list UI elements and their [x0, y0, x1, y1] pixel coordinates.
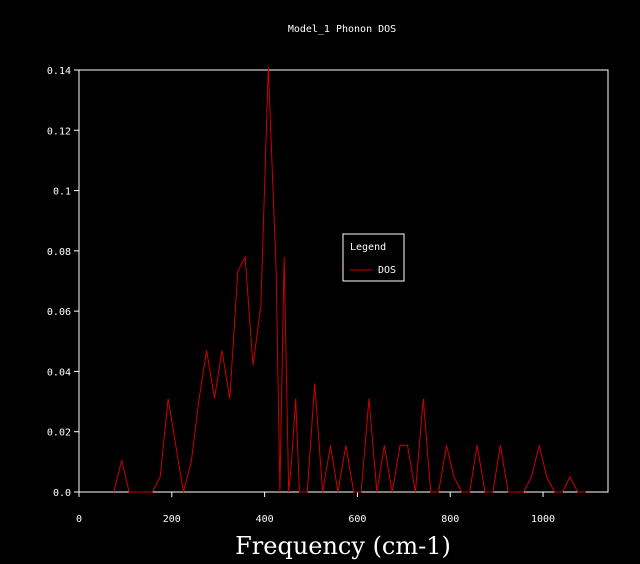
- chart-title: Model_1 Phonon DOS: [288, 24, 396, 35]
- x-tick-label: 600: [348, 514, 366, 525]
- series-line-dos: [113, 66, 586, 493]
- series-layer: [113, 66, 586, 493]
- x-tick-label: 400: [256, 514, 274, 525]
- y-tick-label: 0.0: [53, 488, 71, 499]
- y-tick-label: 0.12: [47, 126, 71, 137]
- x-axis-label: Frequency (cm-1): [235, 532, 451, 560]
- legend: Legend DOS: [342, 233, 405, 282]
- x-axis: 0 200 400 600 800 1000: [76, 492, 555, 525]
- legend-box: [342, 233, 405, 282]
- y-tick-label: 0.02: [47, 428, 71, 439]
- plot-area-frame: [78, 69, 609, 493]
- y-tick-label: 0.04: [47, 367, 71, 378]
- legend-title: Legend: [350, 242, 386, 253]
- y-tick-label: 0.06: [47, 307, 71, 318]
- x-tick-label: 1000: [531, 514, 555, 525]
- y-axis: 0.0 0.02 0.04 0.06 0.08 0.1 0.12 0.14: [47, 66, 79, 499]
- x-tick-label: 200: [163, 514, 181, 525]
- y-tick-label: 0.1: [53, 187, 71, 198]
- y-tick-label: 0.14: [47, 66, 71, 77]
- x-tick-label: 0: [76, 514, 82, 525]
- y-tick-label: 0.08: [47, 247, 71, 258]
- x-tick-label: 800: [441, 514, 459, 525]
- legend-label-dos: DOS: [378, 265, 396, 276]
